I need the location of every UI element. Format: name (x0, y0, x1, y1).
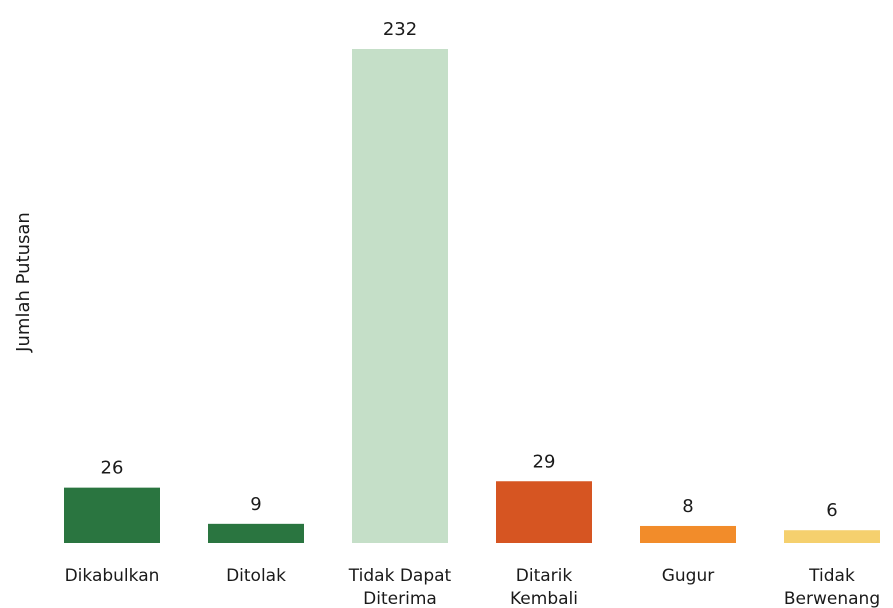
value-label-1: 9 (250, 494, 261, 515)
y-axis-label: Jumlah Putusan (13, 212, 34, 353)
value-label-4: 8 (682, 496, 693, 517)
bar-2 (352, 49, 448, 543)
value-label-2: 232 (383, 19, 417, 40)
x-tick-label-3: Ditarik Kembali (510, 566, 578, 608)
bar-1 (208, 523, 304, 543)
bar-4 (640, 525, 736, 543)
x-tick-label-line: Ditarik (516, 566, 573, 586)
x-tick-label-line: Dikabulkan (65, 566, 160, 586)
x-tick-label-line: Diterima (363, 589, 437, 608)
value-label-5: 6 (826, 500, 837, 521)
x-tick-label-0: Dikabulkan (65, 566, 160, 586)
x-tick-label-2: Tidak Dapat Diterima (348, 566, 452, 608)
bar-3 (496, 481, 592, 543)
x-tick-label-1: Ditolak (226, 566, 286, 586)
x-tick-label-line: Kembali (510, 589, 578, 608)
value-labels-group: 26 9 232 29 8 6 (101, 19, 838, 521)
bar-0 (64, 487, 160, 543)
x-tick-label-5: Tidak Berwenang (784, 566, 880, 608)
x-tick-label-line: Tidak (808, 566, 855, 586)
x-tick-label-line: Berwenang (784, 589, 880, 608)
bar-5 (784, 530, 880, 543)
value-label-3: 29 (533, 451, 556, 472)
x-tick-label-line: Tidak Dapat (348, 566, 452, 586)
x-tick-label-line: Ditolak (226, 566, 286, 586)
bars-group (64, 49, 880, 543)
x-tick-labels-group: Dikabulkan Ditolak Tidak Dapat Diterima Dita… (65, 566, 881, 608)
value-label-0: 26 (101, 458, 124, 479)
x-tick-label-4: Gugur (662, 566, 715, 586)
x-tick-label-line: Gugur (662, 566, 715, 586)
